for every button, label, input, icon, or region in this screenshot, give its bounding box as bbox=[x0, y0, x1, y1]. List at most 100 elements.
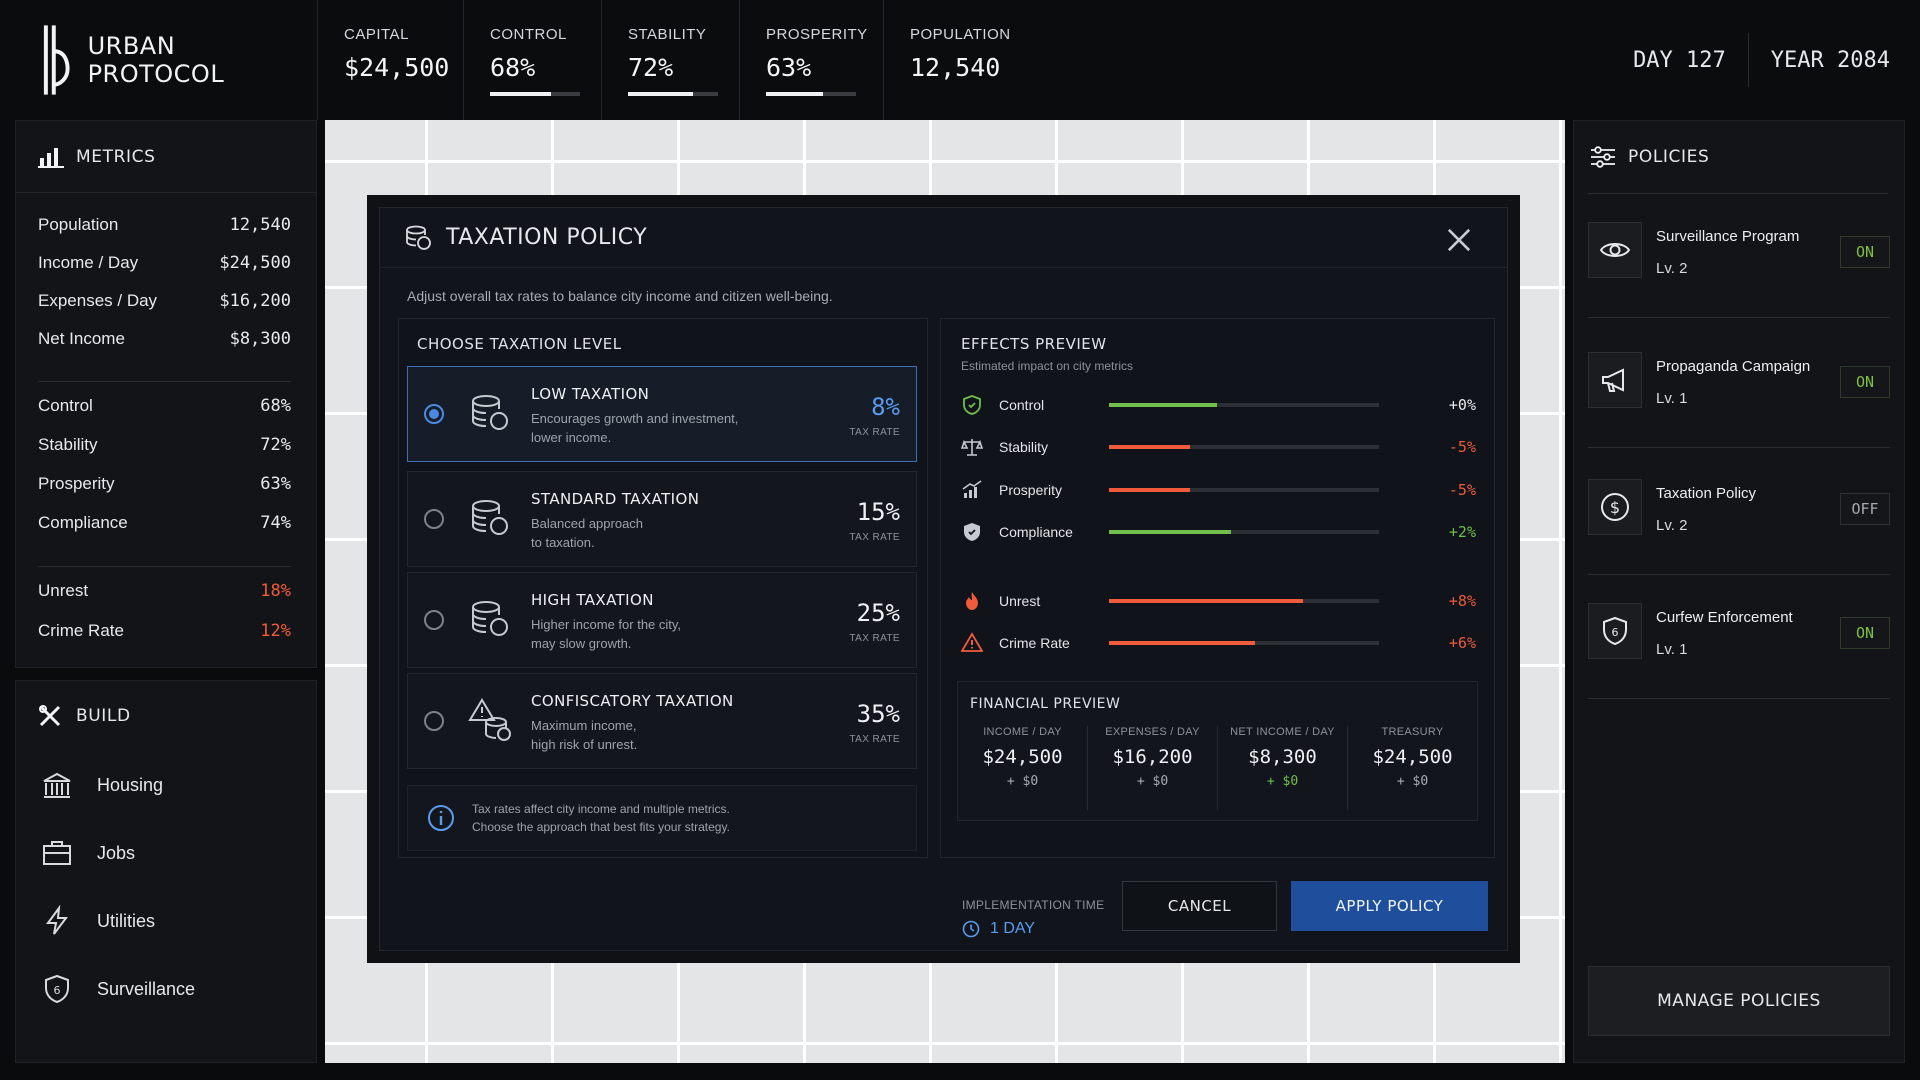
financial-delta: + $0 bbox=[1396, 774, 1429, 789]
metric-value: 12% bbox=[260, 621, 291, 641]
app-title: URBAN PROTOCOL bbox=[87, 32, 225, 88]
policy-toggle[interactable]: ON bbox=[1840, 617, 1890, 649]
eye-icon bbox=[1599, 243, 1631, 257]
stat-label: STABILITY bbox=[628, 26, 707, 43]
clock-icon bbox=[962, 920, 980, 938]
effect-name: Compliance bbox=[999, 524, 1073, 540]
radio-button[interactable] bbox=[424, 711, 444, 731]
financial-value: $8,300 bbox=[1248, 746, 1317, 768]
policy-icon-box: 6 bbox=[1588, 603, 1642, 659]
stat-label: CONTROL bbox=[490, 26, 567, 43]
info-text: Tax rates affect city income and multipl… bbox=[472, 800, 730, 836]
option-high-taxation[interactable]: HIGH TAXATION Higher income for the city… bbox=[407, 572, 917, 668]
policy-toggle[interactable]: ON bbox=[1840, 236, 1890, 268]
effect-bar bbox=[1109, 488, 1379, 492]
info-note: Tax rates affect city income and multipl… bbox=[407, 785, 917, 851]
build-item-label: Surveillance bbox=[97, 978, 196, 999]
policy-item-surveillance[interactable]: Surveillance Program Lv. 2 ON bbox=[1588, 194, 1890, 318]
metric-label: Income / Day bbox=[38, 253, 139, 272]
implementation-time: IMPLEMENTATION TIME 1 DAY bbox=[962, 898, 1104, 938]
option-description: Maximum income, high risk of unrest. bbox=[531, 716, 761, 754]
policy-item-curfew[interactable]: 6 Curfew Enforcement Lv. 1 ON bbox=[1588, 575, 1890, 699]
financial-value: $24,500 bbox=[1372, 746, 1453, 768]
policy-toggle[interactable]: ON bbox=[1840, 366, 1890, 398]
radio-button[interactable] bbox=[424, 509, 444, 529]
modal-title: TAXATION POLICY bbox=[446, 225, 648, 250]
build-item-label: Jobs bbox=[97, 842, 136, 863]
stat-value: 72% bbox=[628, 53, 674, 82]
metric-value: 12,540 bbox=[229, 215, 291, 235]
policy-icon-box bbox=[1588, 222, 1642, 278]
apply-policy-button[interactable]: APPLY POLICY bbox=[1291, 881, 1488, 931]
build-item-utilities[interactable]: Utilities bbox=[16, 887, 316, 955]
financial-value: $16,200 bbox=[1112, 746, 1193, 768]
stat-capital: CAPITAL $24,500 bbox=[318, 0, 464, 120]
metric-label: Expenses / Day bbox=[38, 291, 158, 310]
financial-treasury: TREASURY $24,500 + $0 bbox=[1348, 726, 1477, 810]
manage-policies-button[interactable]: MANAGE POLICIES bbox=[1588, 966, 1890, 1036]
implementation-label: IMPLEMENTATION TIME bbox=[962, 898, 1105, 912]
build-item-housing[interactable]: Housing bbox=[16, 751, 316, 819]
build-header: BUILD bbox=[16, 681, 316, 751]
stat-label: POPULATION bbox=[910, 26, 1011, 43]
build-item-jobs[interactable]: Jobs bbox=[16, 819, 316, 887]
stat-value: 12,540 bbox=[910, 53, 1001, 82]
policy-icon-box bbox=[1588, 352, 1642, 408]
stat-label: CAPITAL bbox=[344, 26, 409, 43]
tax-rate-value: 35% bbox=[856, 700, 900, 728]
shield-filled-icon bbox=[964, 523, 980, 541]
policy-level: Lv. 2 bbox=[1656, 517, 1688, 534]
effect-row-stability: Stability -5% bbox=[961, 435, 1476, 459]
policy-item-taxation[interactable]: $ Taxation Policy Lv. 2 OFF bbox=[1588, 451, 1890, 575]
radio-button[interactable] bbox=[424, 610, 444, 630]
metric-label: Crime Rate bbox=[38, 621, 124, 640]
financial-expenses: EXPENSES / DAY $16,200 + $0 bbox=[1088, 726, 1218, 810]
policy-level: Lv. 1 bbox=[1656, 641, 1688, 658]
metric-label: Population bbox=[38, 215, 119, 234]
tax-rate-label: TAX RATE bbox=[849, 427, 900, 438]
build-item-surveillance[interactable]: 6 Surveillance bbox=[16, 955, 316, 1023]
stat-value: 63% bbox=[766, 53, 812, 82]
metric-value: $16,200 bbox=[219, 291, 291, 311]
stability-bar bbox=[628, 92, 718, 96]
financial-title: FINANCIAL PREVIEW bbox=[970, 696, 1121, 712]
modal-frame: TAXATION POLICY Adjust overall tax rates… bbox=[379, 207, 1508, 951]
warning-coins-icon bbox=[468, 698, 511, 741]
effect-name: Unrest bbox=[999, 593, 1041, 609]
section-title: CHOOSE TAXATION LEVEL bbox=[417, 335, 622, 353]
option-confiscatory-taxation[interactable]: CONFISCATORY TAXATION Maximum income, hig… bbox=[407, 673, 917, 769]
effect-bar bbox=[1109, 445, 1379, 449]
effect-row-unrest: Unrest +8% bbox=[961, 589, 1476, 613]
effect-row-crime-rate: Crime Rate +6% bbox=[961, 631, 1476, 655]
desc-line: may slow growth. bbox=[531, 636, 632, 651]
desc-line: Maximum income, bbox=[531, 718, 637, 733]
metric-row: Compliance 74% bbox=[16, 513, 316, 552]
metric-value: 68% bbox=[260, 396, 291, 416]
metric-row: Expenses / Day $16,200 bbox=[16, 291, 316, 329]
effect-row-prosperity: Prosperity -5% bbox=[961, 478, 1476, 502]
year-counter: YEAR 2084 bbox=[1747, 33, 1920, 87]
svg-text:$: $ bbox=[1610, 498, 1620, 517]
tax-rate-label: TAX RATE bbox=[849, 633, 900, 644]
coin-stack-icon bbox=[406, 225, 431, 250]
policy-item-propaganda[interactable]: Propaganda Campaign Lv. 1 ON bbox=[1588, 324, 1890, 448]
option-standard-taxation[interactable]: STANDARD TAXATION Balanced approach to ta… bbox=[407, 471, 917, 567]
close-icon[interactable] bbox=[1445, 226, 1473, 254]
build-item-label: Housing bbox=[97, 774, 164, 795]
bar-chart-icon bbox=[38, 147, 64, 168]
radio-button[interactable] bbox=[424, 404, 444, 424]
stat-control: CONTROL 68% bbox=[464, 0, 602, 120]
option-low-taxation[interactable]: LOW TAXATION Encourages growth and inves… bbox=[407, 366, 917, 462]
cancel-button[interactable]: CANCEL bbox=[1122, 881, 1277, 931]
metric-value: 18% bbox=[260, 581, 291, 601]
stat-population: POPULATION 12,540 bbox=[884, 0, 1034, 120]
policy-toggle[interactable]: OFF bbox=[1840, 493, 1890, 525]
section-subtitle: Estimated impact on city metrics bbox=[961, 359, 1134, 373]
divider bbox=[38, 566, 291, 567]
time-display: DAY 127 YEAR 2084 bbox=[1611, 0, 1920, 120]
effect-bar bbox=[1109, 641, 1379, 645]
policy-name: Propaganda Campaign bbox=[1656, 358, 1811, 375]
coin-stack-icon bbox=[472, 601, 508, 636]
stat-label: PROSPERITY bbox=[766, 26, 868, 43]
option-description: Higher income for the city, may slow grow… bbox=[531, 615, 761, 653]
